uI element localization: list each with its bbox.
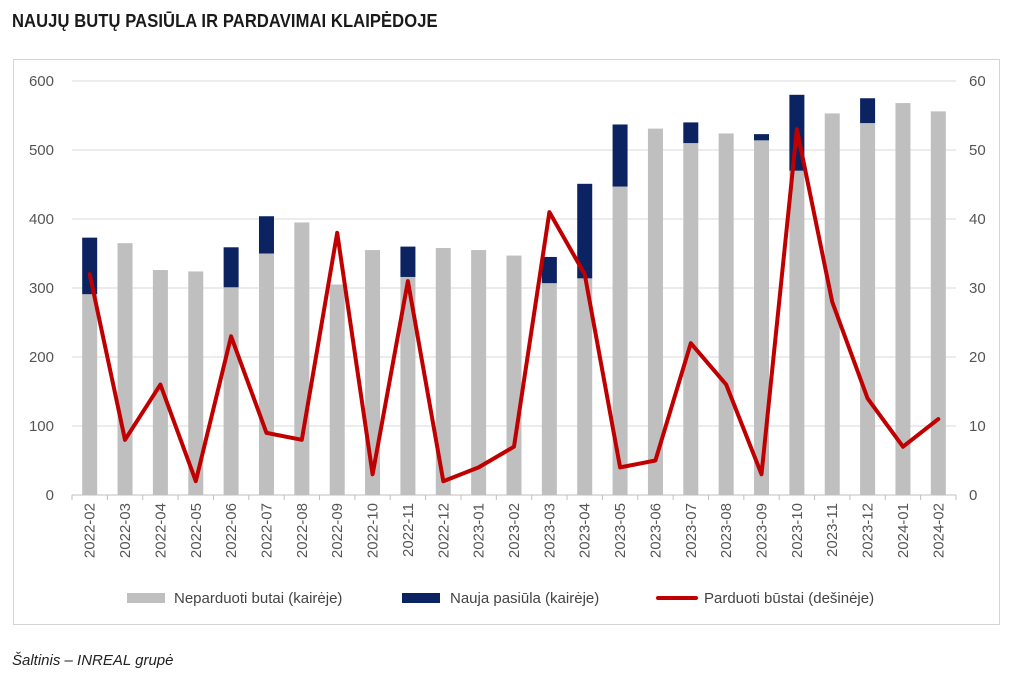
bar-neparduoti-butai xyxy=(789,170,805,495)
bar-nauja-pasiula xyxy=(82,237,98,295)
x-tick-label: 2022-12 xyxy=(435,503,452,558)
y-left-tick-label: 400 xyxy=(29,211,54,228)
bar-neparduoti-butai xyxy=(258,253,274,495)
bar-neparduoti-butai xyxy=(647,128,663,496)
y-left-tick-label: 600 xyxy=(29,73,54,90)
axes: 0 100 200 300 400 500 600 0 10 20 30 40 50 60 2022-02 2… xyxy=(29,73,986,558)
x-tick-label: 2022-09 xyxy=(329,503,346,558)
x-tick-label: 2022-07 xyxy=(258,503,275,558)
x-tick-label: 2024-01 xyxy=(895,503,912,558)
y-right-tick-label: 40 xyxy=(969,211,986,228)
bar-neparduoti-butai xyxy=(612,186,628,495)
bar-neparduoti-butai xyxy=(188,271,204,495)
y-left-tick-label: 300 xyxy=(29,280,54,297)
x-tick-label: 2022-03 xyxy=(117,503,134,558)
x-tick-label: 2023-10 xyxy=(789,503,806,558)
bar-layer xyxy=(82,94,946,496)
legend-label-nauja: Nauja pasiūla (kairėje) xyxy=(450,590,599,607)
x-tick-label: 2022-06 xyxy=(223,503,240,558)
x-tick-label: 2023-12 xyxy=(860,503,877,558)
bar-neparduoti-butai xyxy=(294,222,310,495)
bar-neparduoti-butai xyxy=(435,247,451,495)
legend-label-parduoti: Parduoti būstai (dešinėje) xyxy=(704,590,874,607)
legend-swatch-neparduoti xyxy=(127,593,165,603)
x-tick-label: 2022-08 xyxy=(294,503,311,558)
bar-neparduoti-butai xyxy=(683,143,699,495)
bar-neparduoti-butai xyxy=(718,133,734,495)
bar-neparduoti-butai xyxy=(577,278,593,495)
bar-neparduoti-butai xyxy=(930,111,946,496)
legend-label-neparduoti: Neparduoti butai (kairėje) xyxy=(174,590,342,607)
bar-neparduoti-butai xyxy=(754,140,770,495)
x-tick-label: 2023-11 xyxy=(824,503,841,557)
bar-nauja-pasiula xyxy=(577,183,593,279)
x-tick-label: 2022-11 xyxy=(400,503,417,557)
legend: Neparduoti butai (kairėje) Nauja pasiūla … xyxy=(127,590,874,607)
bar-neparduoti-butai xyxy=(152,270,168,495)
bar-neparduoti-butai xyxy=(860,123,876,495)
bar-neparduoti-butai xyxy=(400,276,416,495)
y-left-tick-label: 0 xyxy=(46,487,54,504)
bar-neparduoti-butai xyxy=(82,294,98,495)
x-tick-label: 2022-02 xyxy=(82,503,99,558)
y-right-tick-label: 20 xyxy=(969,349,986,366)
y-right-tick-label: 60 xyxy=(969,73,986,90)
y-left-tick-label: 200 xyxy=(29,349,54,366)
bar-neparduoti-butai xyxy=(365,250,381,495)
bar-nauja-pasiula xyxy=(541,256,557,284)
x-tick-label: 2023-05 xyxy=(612,503,629,558)
y-left-tick-label: 500 xyxy=(29,142,54,159)
bar-nauja-pasiula xyxy=(223,247,239,288)
y-right-tick-label: 30 xyxy=(969,280,986,297)
x-tick-label: 2023-02 xyxy=(506,503,523,558)
y-left-tick-label: 100 xyxy=(29,418,54,435)
y-right-tick-label: 0 xyxy=(969,487,977,504)
bar-neparduoti-butai xyxy=(471,250,487,495)
bar-neparduoti-butai xyxy=(329,284,345,495)
x-tick-label: 2023-07 xyxy=(683,503,700,558)
bar-neparduoti-butai xyxy=(895,103,911,495)
bar-neparduoti-butai xyxy=(117,243,133,495)
bar-nauja-pasiula xyxy=(400,246,416,277)
y-right-tick-label: 10 xyxy=(969,418,986,435)
source-note: Šaltinis – INREAL grupė xyxy=(12,652,174,669)
x-tick-label: 2023-09 xyxy=(754,503,771,558)
x-tick-label: 2023-04 xyxy=(577,503,594,558)
bar-nauja-pasiula xyxy=(683,122,699,144)
bar-neparduoti-butai xyxy=(506,255,522,495)
x-tick-label: 2022-05 xyxy=(188,503,205,558)
x-tick-label: 2022-10 xyxy=(365,503,382,558)
bar-neparduoti-butai xyxy=(541,283,557,495)
line-layer xyxy=(87,127,941,484)
x-tick-label: 2023-08 xyxy=(718,503,735,558)
x-tick-label: 2023-06 xyxy=(647,503,664,558)
bar-nauja-pasiula xyxy=(258,216,274,254)
bar-neparduoti-butai xyxy=(223,287,239,495)
x-tick-label: 2022-04 xyxy=(152,503,169,558)
bar-nauja-pasiula xyxy=(612,124,628,187)
bar-nauja-pasiula xyxy=(860,98,876,124)
legend-swatch-nauja xyxy=(402,593,440,603)
x-tick-label: 2023-01 xyxy=(471,503,488,558)
y-right-tick-label: 50 xyxy=(969,142,986,159)
x-tick-label: 2023-03 xyxy=(541,503,558,558)
x-tick-label: 2024-02 xyxy=(930,503,947,558)
bar-nauja-pasiula xyxy=(754,134,770,141)
chart-title: NAUJŲ BUTŲ PASIŪLA IR PARDAVIMAI KLAIPĖD… xyxy=(12,11,438,31)
